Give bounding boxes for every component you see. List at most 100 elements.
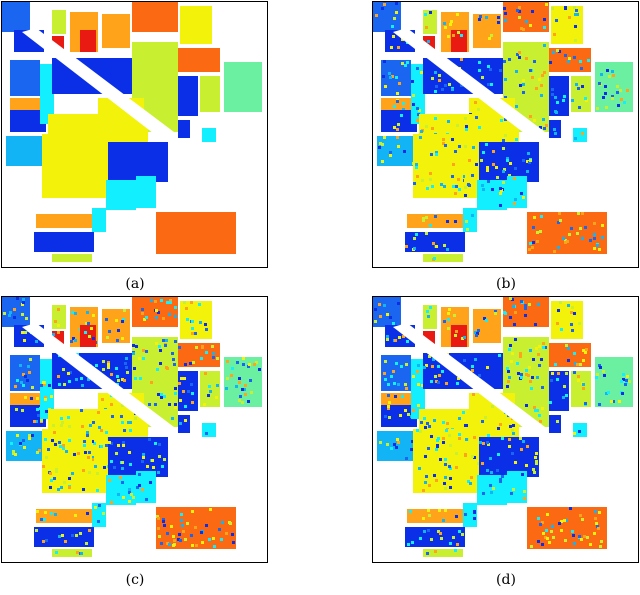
misclassified-pixel	[427, 315, 430, 318]
misclassified-pixel	[567, 359, 570, 362]
misclassified-pixel	[383, 3, 386, 6]
misclassified-pixel	[582, 383, 585, 386]
region-midblue	[2, 2, 30, 32]
misclassified-pixel	[602, 96, 605, 99]
misclassified-pixel	[53, 477, 56, 480]
misclassified-pixel	[539, 420, 542, 423]
misclassified-pixel	[503, 7, 506, 10]
misclassified-pixel	[439, 532, 442, 535]
misclassified-pixel	[63, 383, 66, 386]
misclassified-pixel	[570, 323, 573, 326]
misclassified-pixel	[40, 419, 43, 422]
misclassified-pixel	[69, 371, 72, 374]
region-blue	[549, 76, 569, 116]
misclassified-pixel	[539, 126, 542, 129]
misclassified-pixel	[123, 309, 126, 312]
misclassified-pixel	[55, 551, 58, 554]
misclassified-pixel	[473, 436, 476, 439]
misclassified-pixel	[512, 488, 515, 491]
misclassified-pixel	[539, 523, 542, 526]
misclassified-pixel	[15, 408, 18, 411]
misclassified-pixel	[62, 444, 65, 447]
misclassified-pixel	[564, 6, 567, 9]
misclassified-pixel	[550, 379, 553, 382]
misclassified-pixel	[393, 126, 396, 129]
misclassified-pixel	[472, 393, 475, 396]
misclassified-pixel	[593, 222, 596, 225]
misclassified-pixel	[209, 508, 212, 511]
misclassified-pixel	[514, 311, 517, 314]
misclassified-pixel	[57, 324, 60, 327]
region-yellow	[42, 429, 92, 493]
misclassified-pixel	[86, 434, 89, 437]
misclassified-pixel	[452, 536, 455, 539]
misclassified-pixel	[389, 76, 392, 79]
misclassified-pixel	[54, 443, 57, 446]
misclassified-pixel	[433, 474, 436, 477]
misclassified-pixel	[417, 383, 420, 386]
misclassified-pixel	[205, 328, 208, 331]
misclassified-pixel	[556, 101, 559, 104]
misclassified-pixel	[184, 538, 187, 541]
misclassified-pixel	[486, 366, 489, 369]
misclassified-pixel	[106, 336, 109, 339]
misclassified-pixel	[439, 458, 442, 461]
misclassified-pixel	[395, 76, 398, 79]
misclassified-pixel	[162, 520, 165, 523]
misclassified-pixel	[579, 514, 582, 517]
region-yellowgreen	[423, 254, 463, 262]
misclassified-pixel	[126, 371, 129, 374]
misclassified-pixel	[199, 321, 202, 324]
misclassified-pixel	[127, 421, 130, 424]
misclassified-pixel	[115, 367, 118, 370]
classification-map-b	[372, 1, 639, 268]
misclassified-pixel	[502, 139, 505, 142]
misclassified-pixel	[393, 382, 396, 385]
misclassified-pixel	[379, 315, 382, 318]
misclassified-pixel	[574, 362, 577, 365]
misclassified-pixel	[508, 445, 511, 448]
misclassified-pixel	[152, 466, 155, 469]
misclassified-pixel	[560, 328, 563, 331]
misclassified-pixel	[536, 409, 539, 412]
misclassified-pixel	[427, 529, 430, 532]
misclassified-pixel	[520, 448, 523, 451]
misclassified-pixel	[551, 7, 554, 10]
misclassified-pixel	[71, 311, 74, 314]
misclassified-pixel	[391, 75, 394, 78]
misclassified-pixel	[543, 26, 546, 29]
misclassified-pixel	[532, 241, 535, 244]
misclassified-pixel	[601, 224, 604, 227]
misclassified-pixel	[506, 159, 509, 162]
misclassified-pixel	[74, 514, 77, 517]
misclassified-pixel	[393, 105, 396, 108]
misclassified-pixel	[536, 240, 539, 243]
misclassified-pixel	[458, 433, 461, 436]
misclassified-pixel	[386, 443, 389, 446]
misclassified-pixel	[86, 431, 89, 434]
misclassified-pixel	[393, 17, 396, 20]
misclassified-pixel	[474, 358, 477, 361]
misclassified-pixel	[463, 336, 466, 339]
misclassified-pixel	[178, 382, 181, 385]
misclassified-pixel	[622, 373, 625, 376]
misclassified-pixel	[388, 401, 391, 404]
region-yellow	[551, 301, 583, 339]
misclassified-pixel	[97, 520, 100, 523]
misclassified-pixel	[110, 501, 113, 504]
misclassified-pixel	[191, 332, 194, 335]
misclassified-pixel	[489, 68, 492, 71]
misclassified-pixel	[556, 322, 559, 325]
misclassified-pixel	[598, 364, 601, 367]
misclassified-pixel	[160, 396, 163, 399]
misclassified-pixel	[424, 426, 427, 429]
misclassified-pixel	[168, 313, 171, 316]
misclassified-pixel	[117, 329, 120, 332]
misclassified-pixel	[71, 534, 74, 537]
misclassified-pixel	[425, 364, 428, 367]
misclassified-pixel	[542, 346, 545, 349]
misclassified-pixel	[556, 49, 559, 52]
misclassified-pixel	[464, 145, 467, 148]
misclassified-pixel	[174, 387, 177, 390]
misclassified-pixel	[463, 359, 466, 362]
